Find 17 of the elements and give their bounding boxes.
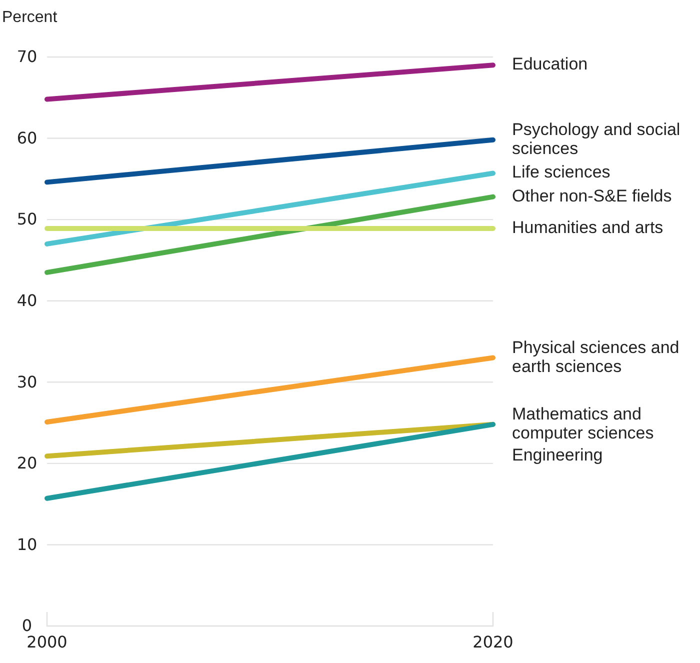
series-label: Other non-S&E fields — [512, 186, 672, 206]
series-label: Psychology and social sciences — [512, 120, 680, 158]
x-tick-label: 2020 — [472, 632, 514, 652]
y-tick-label: 40 — [16, 290, 38, 310]
y-axis-title: Percent — [2, 9, 58, 26]
series-label: Education — [512, 54, 588, 74]
series-label: Engineering — [512, 445, 603, 464]
series-label: Humanities and arts — [512, 218, 664, 238]
series-label: Physical sciences and earth sciences — [512, 338, 680, 376]
y-tick-label: 50 — [16, 210, 38, 229]
y-tick-label: 60 — [16, 128, 38, 148]
y-tick-label: 20 — [16, 454, 38, 473]
y-tick-label: 10 — [16, 534, 38, 554]
series-label: Mathematics and computer sciences — [512, 404, 654, 442]
y-tick-label: 70 — [16, 47, 38, 66]
series-label: Life sciences — [512, 162, 610, 182]
y-tick-label: 30 — [16, 372, 38, 392]
